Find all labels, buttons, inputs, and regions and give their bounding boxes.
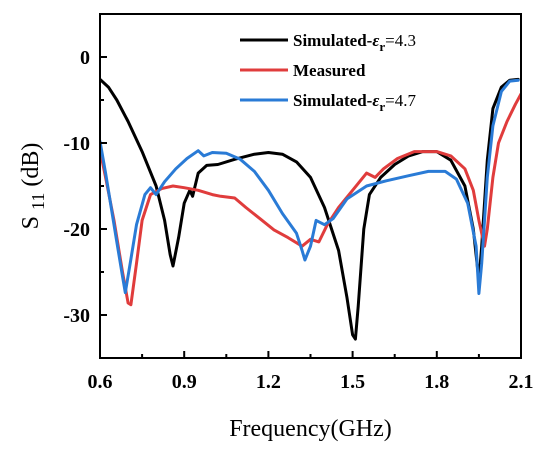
y-axis-title-base: S [18,216,44,229]
y-axis-title-subscript: 11 [28,193,48,210]
y-axis-title-unit: (dB) [18,143,44,187]
legend-label-1: Simulated-εr=4.3 [293,31,416,54]
x-tick-label: 0.9 [172,371,197,393]
tick-labels: 0.6 0.9 1.2 1.5 1.8 2.1 0 -10 -20 -30 [63,47,533,393]
series-layer [100,77,521,341]
legend: Simulated-εr=4.3 Measured Simulated-εr=4.7 [240,31,416,114]
y-tick-label: -10 [63,133,90,155]
x-tick-label: 2.1 [509,371,534,393]
axis-ticks [99,13,522,359]
series-line-2 [100,92,521,307]
series-line-1 [100,77,520,341]
series-line-3 [100,78,520,295]
x-tick-label: 0.6 [88,371,113,393]
x-tick-label: 1.8 [424,371,449,393]
x-tick-label: 1.2 [256,371,281,393]
legend-label-3: Simulated-εr=4.7 [293,91,416,114]
y-tick-label: -20 [63,219,90,241]
x-axis-title: Frequency(GHz) [229,416,392,442]
y-tick-label: 0 [80,47,90,69]
y-axis-title: S 11 (dB) [18,143,50,230]
y-tick-label: -30 [63,305,90,327]
x-tick-label: 1.5 [340,371,365,393]
legend-label-2: Measured [293,61,366,80]
